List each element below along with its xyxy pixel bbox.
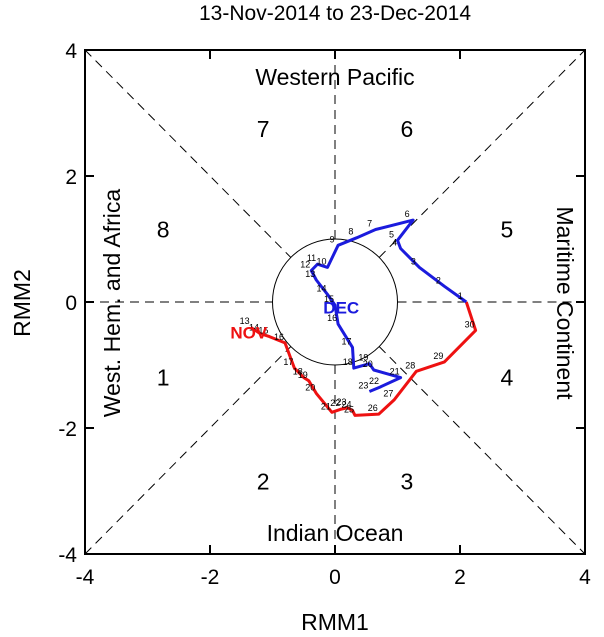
y-tick-label: 0 (65, 292, 77, 315)
day-label: 18 (343, 357, 353, 367)
day-label: 21 (390, 367, 400, 377)
day-label: 27 (383, 389, 393, 399)
day-label: 28 (405, 360, 415, 370)
day-label: 3 (411, 256, 416, 266)
day-label: 25 (344, 404, 354, 414)
chart-title: 13-Nov-2014 to 23-Dec-2014 (199, 2, 471, 25)
day-label: 4 (392, 237, 397, 247)
guide-line-sw (84, 346, 292, 555)
day-label: 8 (348, 227, 353, 237)
day-label: 23 (336, 397, 346, 407)
day-label: 16 (274, 332, 284, 342)
day-label: 29 (433, 351, 443, 361)
phase-guides (84, 49, 586, 555)
x-tick-label: -2 (201, 566, 220, 589)
guide-line-ne (378, 49, 586, 258)
y-tick-label: -2 (58, 418, 77, 441)
day-label: 15 (324, 294, 334, 304)
day-label: 15 (258, 326, 268, 336)
day-label: 26 (368, 403, 378, 413)
x-tick-label: 0 (329, 566, 341, 589)
day-label: 9 (330, 234, 335, 244)
day-label: 22 (369, 376, 379, 386)
day-label: 12 (300, 260, 310, 270)
phase-number: 7 (257, 116, 270, 142)
day-label: 19 (298, 370, 308, 380)
y-tick-label: 4 (65, 40, 77, 63)
day-label: 20 (363, 359, 373, 369)
series-label-nov: NOV (230, 324, 268, 343)
region-label-bottom: Indian Ocean (267, 520, 404, 546)
series-line-nov (249, 301, 478, 417)
day-label: 21 (321, 401, 331, 411)
phase-number: 3 (400, 469, 413, 495)
y-tick-label: 2 (65, 166, 77, 189)
day-label: 22 (330, 398, 340, 408)
region-label-right: Maritime Continent (552, 206, 578, 400)
day-label: 18 (293, 367, 303, 377)
day-label: 13 (240, 316, 250, 326)
x-tick-label: 2 (454, 566, 466, 589)
day-label: 13 (305, 269, 315, 279)
day-label: 10 (316, 256, 326, 266)
day-label: 6 (405, 209, 410, 219)
phase-number: 2 (257, 469, 270, 495)
region-label-top: Western Pacific (255, 64, 414, 90)
phase-number: 5 (500, 217, 513, 243)
guide-line-nw (84, 49, 292, 258)
x-tick-label: 4 (579, 566, 591, 589)
region-label-left: West. Hem. and Africa (99, 189, 125, 418)
day-label: 23 (358, 380, 368, 390)
guide-line-se (378, 346, 586, 555)
phase-number: 8 (157, 217, 170, 243)
day-label: 30 (465, 319, 475, 329)
day-label: 17 (341, 336, 351, 346)
day-label: 14 (249, 323, 259, 333)
day-label: 2 (436, 275, 441, 285)
day-label: 14 (316, 283, 326, 293)
day-label: 16 (327, 313, 337, 323)
series-label-dec: DEC (323, 298, 359, 317)
day-label: 17 (283, 357, 293, 367)
day-label: 11 (307, 253, 316, 263)
phase-number: 6 (400, 116, 413, 142)
y-tick-label: -4 (58, 544, 77, 567)
day-label: 7 (367, 219, 372, 229)
x-tick-label: -4 (76, 566, 95, 589)
day-label: 19 (358, 353, 368, 363)
unit-circle (272, 238, 398, 366)
phase-number: 1 (157, 365, 170, 391)
day-label: 20 (305, 382, 315, 392)
y-axis-label: RMM2 (9, 269, 35, 337)
day-label: 1 (458, 291, 463, 301)
x-axis-label: RMM1 (301, 609, 369, 635)
day-label: 5 (389, 229, 394, 239)
series-line-dec (309, 218, 468, 393)
day-label: 24 (341, 399, 351, 409)
phase-number: 4 (500, 365, 513, 391)
